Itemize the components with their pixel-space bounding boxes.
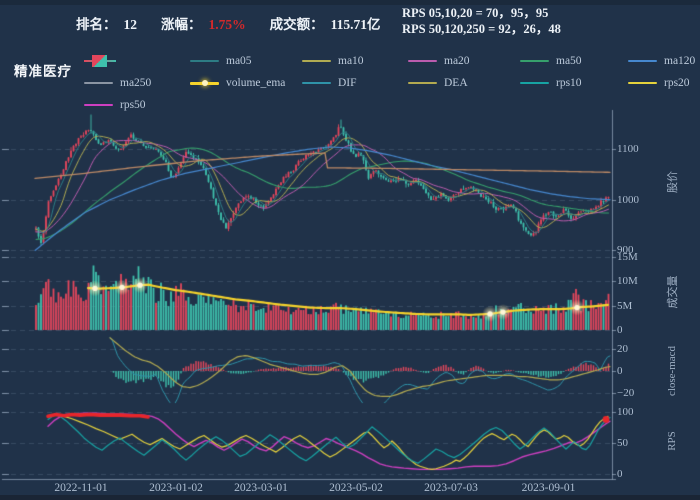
rank-label: 排名： (76, 17, 117, 32)
top-edge (0, 0, 700, 5)
legend-swatch-DEA (408, 82, 437, 84)
legend-label-ma250: ma250 (120, 77, 152, 89)
legend-item-ma250[interactable]: ma250 (84, 76, 151, 90)
legend-swatch-ma05 (190, 60, 219, 62)
legend-swatch-ma120 (628, 60, 657, 62)
legend-item-DIF[interactable]: DIF (302, 76, 357, 90)
legend-label-rps10: rps10 (556, 77, 582, 89)
turnover-label: 成交额： (269, 17, 324, 32)
bottom-edge (0, 495, 700, 500)
legend-swatch-ma10 (302, 60, 331, 62)
legend-swatch-DIF (302, 82, 331, 84)
legend-swatch-rps50 (84, 104, 113, 106)
legend-swatch-ma20 (408, 60, 437, 62)
legend-swatch-ma250 (84, 82, 113, 84)
legend-swatch-volume_ema (190, 79, 219, 86)
header-stats: 排名： 12 涨幅： 1.75% 成交额： 115.71亿 (76, 13, 381, 33)
change-label: 涨幅： (161, 17, 202, 32)
legend-item-ma50[interactable]: ma50 (520, 54, 582, 68)
legend-label-ma10: ma10 (338, 55, 364, 67)
legend-label-ma120: ma120 (664, 55, 696, 67)
rps-readout: RPS 05,10,20 = 70，95，95 RPS 50,120,250 =… (402, 5, 561, 37)
rank-value: 12 (123, 17, 138, 32)
legend-label-ma20: ma20 (444, 55, 470, 67)
legend-item-ma05[interactable]: ma05 (190, 54, 252, 68)
rps-long-readout: RPS 50,120,250 = 92，26，48 (402, 22, 561, 36)
turnover-value: 115.71亿 (330, 17, 381, 32)
stock-title: 精准医疗 (14, 64, 72, 79)
legend-swatch-ma50 (520, 60, 549, 62)
rps-short-readout: RPS 05,10,20 = 70，95，95 (402, 6, 549, 20)
legend-item-ma20[interactable]: ma20 (408, 54, 470, 68)
legend-item-rps10[interactable]: rps10 (520, 76, 582, 90)
legend-item-volume_ema[interactable]: volume_ema (190, 76, 285, 90)
candlestick-legend-icon (84, 54, 116, 68)
legend-label-DIF: DIF (338, 77, 357, 89)
legend-item-ma10[interactable]: ma10 (302, 54, 364, 68)
legend-item-rps20[interactable]: rps20 (628, 76, 690, 90)
legend-label-ma50: ma50 (556, 55, 582, 67)
legend-label-ma05: ma05 (226, 55, 252, 67)
legend-item-rps50[interactable]: rps50 (84, 98, 146, 112)
legend-item-DEA[interactable]: DEA (408, 76, 468, 90)
legend-label-rps50: rps50 (120, 99, 146, 111)
legend-swatch-rps20 (628, 82, 657, 84)
legend-item-ma120[interactable]: ma120 (628, 54, 695, 68)
legend-item-candle[interactable] (84, 54, 116, 68)
legend-label-rps20: rps20 (664, 77, 690, 89)
change-value: 1.75% (208, 17, 246, 32)
legend-label-DEA: DEA (444, 77, 468, 89)
legend-label-volume_ema: volume_ema (226, 77, 286, 89)
legend-swatch-rps10 (520, 82, 549, 84)
